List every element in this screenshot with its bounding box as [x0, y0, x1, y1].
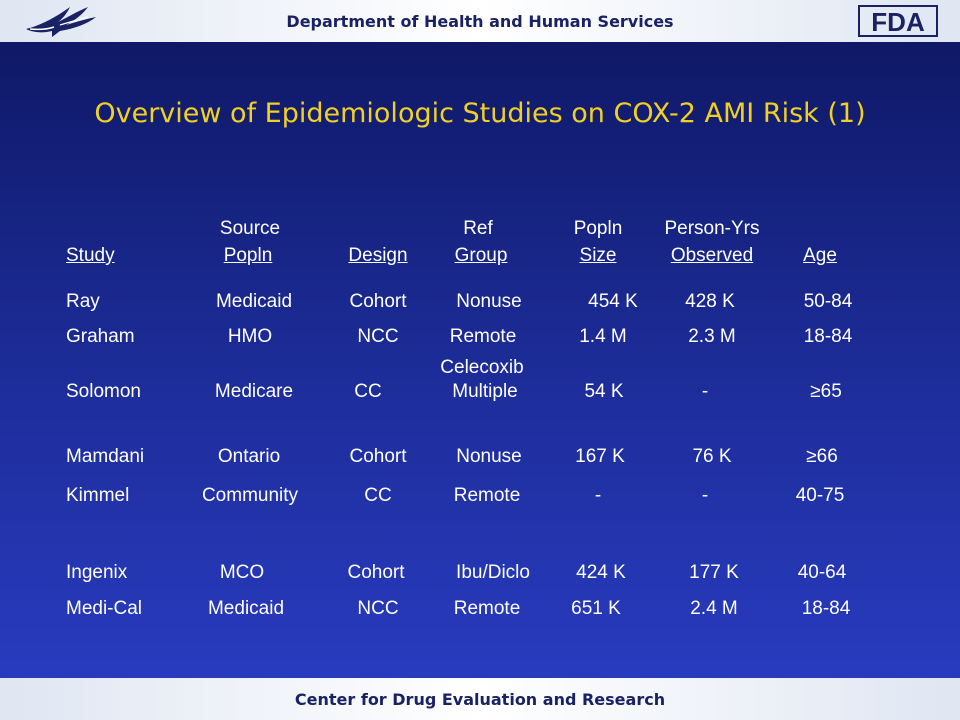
table-cell: HMO: [227, 326, 273, 347]
table-cell: Ontario: [217, 446, 281, 467]
table-cell: 651 K: [571, 598, 621, 619]
table-cell: Nonuse: [456, 446, 522, 467]
table-cell: 454 K: [588, 291, 638, 312]
table-cell: Mamdani: [66, 446, 145, 467]
header-observed: Observed: [670, 245, 754, 266]
table-cell: MCO: [219, 562, 265, 583]
table-cell: 50-84: [803, 291, 853, 312]
table-cell: Cohort: [347, 562, 405, 583]
table-cell: ≥66: [806, 446, 838, 467]
footer-band: [0, 678, 960, 720]
table-cell: Medicaid: [215, 291, 293, 312]
table-cell: Multiple: [452, 381, 518, 402]
header-title: Department of Health and Human Services: [286, 12, 674, 31]
table-cell: 18-84: [803, 326, 853, 347]
table-cell: -: [701, 381, 709, 402]
table-cell: Ingenix: [66, 562, 128, 583]
table-cell: NCC: [357, 598, 399, 619]
table-cell: Cohort: [349, 291, 407, 312]
table-cell: Cohort: [349, 446, 407, 467]
table-cell: 76 K: [692, 446, 732, 467]
slide-title: Overview of Epidemiologic Studies on COX…: [94, 98, 866, 129]
table-cell: 54 K: [584, 381, 624, 402]
table-cell: Remote: [453, 485, 521, 506]
header-study: Study: [66, 245, 115, 266]
table-cell: 428 K: [685, 291, 735, 312]
header-band: [0, 0, 960, 42]
table-cell: 40-64: [797, 562, 847, 583]
table-cell: -: [594, 485, 602, 506]
fda-logo-icon: FDA: [858, 5, 938, 37]
header-age: Age: [803, 245, 837, 266]
table-cell: ≥65: [810, 381, 842, 402]
table-cell: 2.4 M: [690, 598, 738, 619]
table-cell: Graham: [66, 326, 135, 347]
header-person-yrs: Person-Yrs: [664, 218, 760, 239]
table-cell: Solomon: [66, 381, 141, 402]
table-cell: Medicare: [214, 381, 294, 402]
footer-title: Center for Drug Evaluation and Research: [294, 690, 666, 709]
header-size: Size: [579, 245, 617, 266]
table-cell: Nonuse: [456, 291, 522, 312]
table-cell: 167 K: [575, 446, 625, 467]
table-cell: Medicaid: [207, 598, 285, 619]
header-ref: Ref: [463, 218, 493, 239]
table-cell: 424 K: [576, 562, 626, 583]
table-cell: Ray: [66, 291, 100, 312]
table-cell: CC: [354, 381, 382, 402]
table-cell: Community: [201, 485, 299, 506]
table-cell: CC: [364, 485, 392, 506]
header-source: Source: [219, 218, 281, 239]
table-cell: Remote: [449, 326, 517, 347]
hhs-eagle-icon: [26, 7, 96, 37]
table-cell: Kimmel: [66, 485, 130, 506]
table-cell: Remote: [453, 598, 521, 619]
table-cell: NCC: [357, 326, 399, 347]
table-cell: 1.4 M: [579, 326, 627, 347]
table-cell: -: [701, 485, 709, 506]
header-source-popln: Popln: [223, 245, 273, 266]
header-design: Design: [348, 245, 408, 266]
table-cell: 2.3 M: [688, 326, 736, 347]
table-note-celecoxib: Celecoxib: [440, 357, 524, 378]
fda-logo-text: FDA: [871, 7, 925, 37]
header-popln: Popln: [573, 218, 623, 239]
header-group: Group: [454, 245, 508, 266]
table-cell: Medi-Cal: [66, 598, 143, 619]
table-cell: 40-75: [795, 485, 845, 506]
table-cell: 18-84: [801, 598, 851, 619]
table-cell: 177 K: [689, 562, 739, 583]
table-cell: Ibu/Diclo: [456, 562, 530, 583]
